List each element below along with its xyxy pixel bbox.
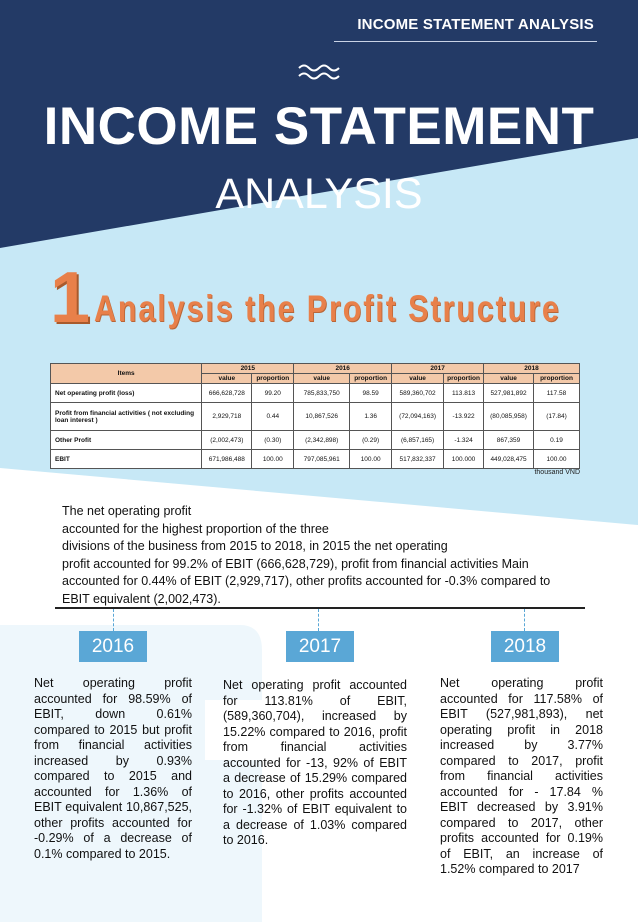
subheader-proportion: proportion — [251, 373, 295, 384]
cell: 2,929,718 — [201, 402, 253, 431]
header-label: INCOME STATEMENT ANALYSIS — [357, 16, 594, 33]
watermark-shape — [0, 625, 262, 922]
cell: 117.58 — [533, 383, 580, 403]
cell: 98.59 — [349, 383, 393, 403]
timeline-year-2017: 2017 — [286, 631, 354, 662]
subheader-value: value — [201, 373, 253, 384]
cell: (0.30) — [251, 430, 295, 450]
header-year: 2015 — [201, 363, 295, 374]
header-year: 2016 — [293, 363, 393, 374]
navy-header-block — [0, 0, 638, 248]
cell: 671,986,488 — [201, 449, 253, 469]
timeline-text-2016: Net operating profit accounted for 98.59… — [34, 676, 192, 861]
timeline-year-2018: 2018 — [491, 631, 559, 662]
paragraph-line: EBIT equivalent (2,002,473). — [62, 591, 221, 606]
wave-icon — [298, 64, 340, 80]
cell: 666,628,728 — [201, 383, 253, 403]
table-row: Other Profit (2,002,473) (0.30) (2,342,8… — [49, 430, 580, 450]
header-year: 2017 — [391, 363, 485, 374]
cell: 589,360,702 — [391, 383, 445, 403]
subheader-value: value — [391, 373, 445, 384]
paragraph-line: accounted for the highest proportion of … — [62, 521, 329, 536]
cell: 113.813 — [443, 383, 485, 403]
main-subtitle: ANALYSIS — [215, 170, 423, 218]
cell: 0.44 — [251, 402, 295, 431]
main-title: INCOME STATEMENT — [43, 97, 595, 156]
cell: 100.00 — [349, 449, 393, 469]
cell: 785,833,750 — [293, 383, 351, 403]
row-label: Other Profit — [49, 430, 203, 450]
row-label: Profit from financial activities ( not e… — [49, 402, 203, 431]
cell: 10,867,526 — [293, 402, 351, 431]
cell: (80,085,958) — [483, 402, 534, 431]
table-row: EBIT 671,986,488 100.00 797,085,961 100.… — [49, 449, 580, 469]
cell: 1.36 — [349, 402, 393, 431]
cell: -13.922 — [443, 402, 485, 431]
subheader-proportion: proportion — [533, 373, 580, 384]
paragraph-line: The net operating profit — [62, 504, 192, 518]
table-unit: thousand VND — [534, 469, 580, 476]
header-year: 2018 — [483, 363, 580, 374]
paragraph-line: profit accounted for 99.2% of EBIT (666,… — [62, 556, 529, 571]
timeline-tick — [113, 609, 114, 631]
cell: 0.19 — [533, 430, 580, 450]
cell: 100.00 — [251, 449, 295, 469]
cell: 797,085,961 — [293, 449, 351, 469]
summary-paragraph: The net operating profit accounted for t… — [62, 503, 582, 609]
cell: (2,342,898) — [293, 430, 351, 450]
subheader-proportion: proportion — [349, 373, 393, 384]
timeline-text-2018: Net operating profit accounted for 117.5… — [440, 676, 603, 876]
header-underline — [334, 41, 597, 42]
subheader-value: value — [483, 373, 534, 384]
profit-structure-table: Items 2015 2016 2017 2018 value proporti… — [49, 363, 580, 469]
cell: -1.324 — [443, 430, 485, 450]
header-items: Items — [49, 363, 203, 384]
cell: (17.84) — [533, 402, 580, 431]
cell: 527,981,892 — [483, 383, 534, 403]
row-label: EBIT — [49, 449, 203, 469]
paragraph-line: divisions of the business from 2015 to 2… — [62, 539, 448, 554]
timeline-text-2017: Net operating profit accounted for 113.8… — [223, 678, 407, 847]
row-label: Net operating profit (loss) — [49, 383, 203, 403]
subheader-proportion: proportion — [443, 373, 485, 384]
cell: 449,028,475 — [483, 449, 534, 469]
section-number: 1 — [50, 258, 91, 338]
cell: (2,002,473) — [201, 430, 253, 450]
cell: 867,359 — [483, 430, 534, 450]
section-title: Analysis the Profit Structure — [94, 288, 561, 329]
cell: (6,857,165) — [391, 430, 445, 450]
table-row: Profit from financial activities ( not e… — [49, 402, 580, 431]
subheader-value: value — [293, 373, 351, 384]
cell: 517,832,337 — [391, 449, 445, 469]
cell: (0.29) — [349, 430, 393, 450]
paragraph-line: accounted for 0.44% of EBIT (2,929,717),… — [62, 574, 551, 589]
cell: (72,094,163) — [391, 402, 445, 431]
timeline-tick — [318, 609, 319, 631]
cell: 99.20 — [251, 383, 295, 403]
table-row: Net operating profit (loss) 666,628,728 … — [49, 383, 580, 403]
timeline-year-2016: 2016 — [79, 631, 147, 662]
timeline-tick — [524, 609, 525, 631]
timeline-line — [55, 607, 585, 609]
cell: 100.00 — [533, 449, 580, 469]
cell: 100.000 — [443, 449, 485, 469]
